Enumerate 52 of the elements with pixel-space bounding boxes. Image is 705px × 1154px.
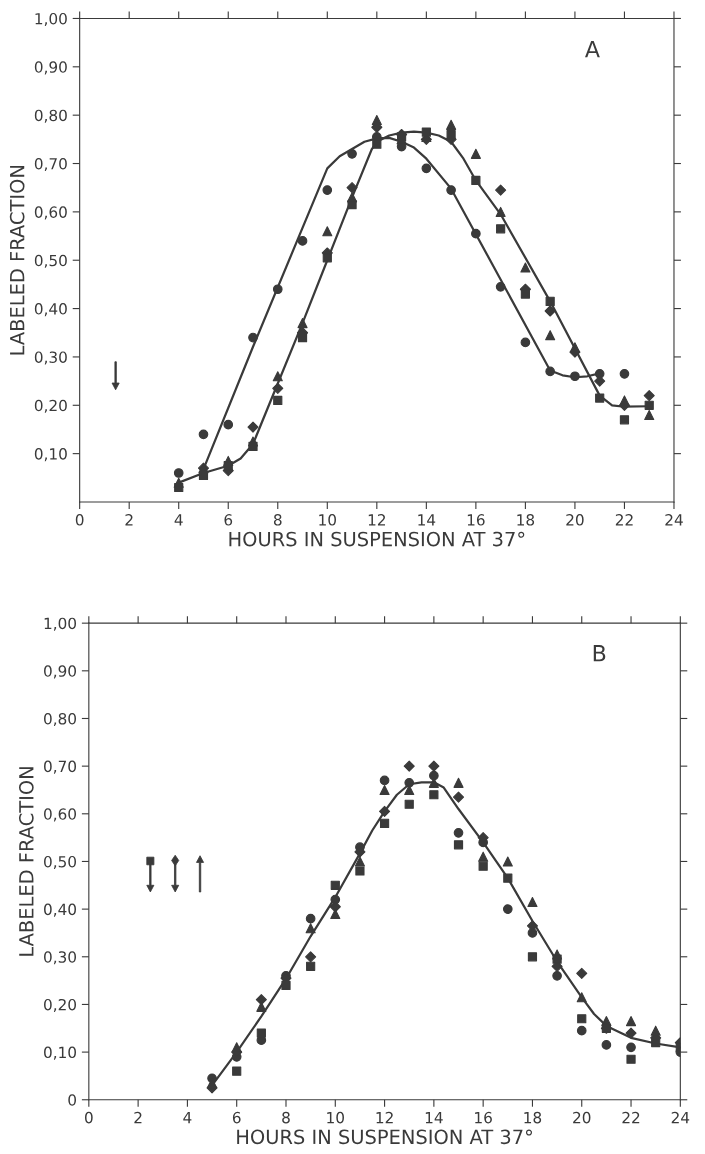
- x-tick-label: 20: [566, 514, 584, 526]
- y-tick-label: 0,20: [44, 998, 77, 1013]
- x-tick-label: 10: [319, 514, 336, 526]
- x-tick-label: 20: [573, 1111, 591, 1124]
- x-axis-title: HOURS IN SUSPENSION AT 37°: [229, 531, 525, 547]
- y-tick-label: 0,60: [44, 808, 77, 822]
- x-tick-label: 2: [134, 1111, 142, 1124]
- x-tick-label: 10: [327, 1111, 344, 1124]
- x-tick-label: 6: [224, 514, 233, 526]
- x-tick-label: 22: [615, 514, 633, 526]
- x-tick-label: 16: [467, 514, 485, 526]
- x-tick-label: 4: [183, 1112, 192, 1124]
- x-tick-label: 8: [282, 1111, 290, 1124]
- x-tick-label: 12: [368, 514, 386, 526]
- x-tick-label: 14: [425, 1112, 443, 1124]
- annotation: B: [593, 645, 606, 662]
- x-tick-label: 24: [665, 514, 683, 526]
- x-tick-label: 18: [524, 1111, 542, 1124]
- x-tick-label: 24: [671, 1111, 690, 1124]
- x-tick-label: 8: [273, 514, 282, 526]
- y-tick-label: 0,30: [44, 951, 77, 965]
- y-tick-label: 0,40: [34, 303, 67, 317]
- x-tick-label: 6: [232, 1111, 241, 1124]
- y-tick-label: 0,70: [34, 157, 67, 172]
- y-tick-label: 0,10: [34, 448, 67, 462]
- y-tick-label: 0,30: [34, 351, 67, 365]
- y-axis-title: LABELED FRACTION: [18, 767, 34, 956]
- x-tick-label: 4: [174, 514, 183, 526]
- y-tick-label: 0,50: [44, 855, 77, 870]
- y-tick-label: 0,10: [44, 1046, 77, 1060]
- y-tick-label: 0,60: [34, 206, 67, 220]
- y-tick-label: 0,80: [44, 712, 77, 727]
- x-tick-label: 14: [418, 514, 436, 526]
- y-tick-label: 0,40: [44, 903, 77, 917]
- y-tick-label: 0,20: [34, 399, 67, 413]
- y-tick-label: 0: [68, 1094, 77, 1106]
- y-tick-label: 0,80: [34, 109, 67, 123]
- x-tick-label: 22: [622, 1111, 640, 1124]
- y-tick-label: 1,00: [44, 617, 77, 631]
- y-tick-label: 0,50: [34, 254, 67, 268]
- annotation: A: [585, 40, 600, 58]
- y-tick-label: 0,90: [44, 665, 77, 679]
- x-tick-label: 0: [84, 1111, 93, 1124]
- x-tick-label: 12: [376, 1111, 393, 1124]
- y-tick-label: 0,70: [44, 760, 77, 774]
- x-tick-label: 18: [517, 514, 535, 526]
- x-tick-label: 2: [125, 514, 133, 526]
- y-tick-label: 1,00: [35, 12, 67, 27]
- y-axis-title: LABELED FRACTION: [9, 165, 25, 355]
- x-axis-title: HOURS IN SUSPENSION AT 37°: [237, 1129, 532, 1145]
- x-tick-label: 16: [475, 1111, 492, 1124]
- y-tick-label: 0,90: [34, 61, 67, 75]
